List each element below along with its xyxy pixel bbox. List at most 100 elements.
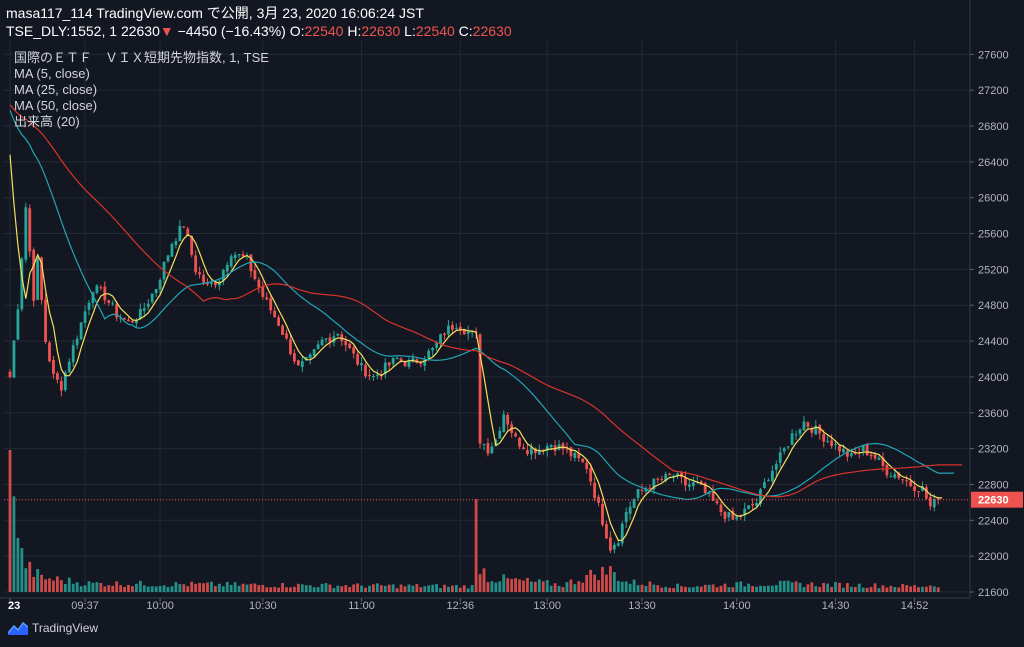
volume-bar	[778, 580, 782, 592]
volume-bar	[893, 587, 897, 592]
volume-bar	[36, 569, 40, 592]
candle	[506, 415, 510, 425]
volume-bar	[656, 585, 660, 592]
candle	[48, 342, 51, 362]
volume-bar	[478, 574, 482, 592]
candle	[364, 364, 367, 377]
volume-bar	[221, 586, 225, 592]
candle	[743, 508, 747, 516]
volume-bar	[672, 588, 675, 592]
volume-bar	[589, 569, 593, 592]
volume-bar	[372, 584, 375, 592]
volume-bar	[510, 578, 514, 592]
candle	[759, 489, 762, 504]
candle	[233, 254, 237, 259]
candle	[206, 283, 209, 285]
volume-bar	[577, 581, 581, 592]
candle	[691, 482, 695, 487]
legend-ma25[interactable]: MA (25, close)	[14, 82, 98, 97]
candle	[229, 256, 233, 267]
price-tick-label: 26800	[978, 121, 1009, 133]
volume-bar	[395, 588, 399, 592]
volume-bar	[56, 576, 59, 592]
candle	[253, 270, 257, 280]
volume-bar	[616, 580, 620, 592]
legend-title[interactable]: 国際のＥＴＦ ＶＩＸ短期先物指数, 1, TSE	[14, 50, 269, 65]
candle	[336, 333, 340, 336]
volume-bar	[537, 579, 541, 592]
indicator-legend: 国際のＥＴＦ ＶＩＸ短期先物指数, 1, TSE MA (5, close) M…	[14, 50, 269, 130]
candle	[277, 317, 280, 326]
candle	[905, 480, 909, 482]
volume-bar	[810, 582, 814, 592]
volume-bar	[32, 576, 36, 592]
legend-ma5[interactable]: MA (5, close)	[14, 66, 90, 81]
candle	[170, 244, 174, 257]
volume-bar	[63, 583, 67, 592]
legend-ma50[interactable]: MA (50, close)	[14, 98, 98, 113]
candle	[561, 443, 565, 450]
volume-bar	[265, 587, 269, 592]
volume-bar	[747, 583, 751, 592]
candle	[731, 511, 735, 520]
ma50-line	[9, 104, 962, 498]
candle	[83, 311, 87, 323]
volume-bar	[399, 584, 403, 592]
volume-bar	[190, 581, 194, 592]
volume-bar	[620, 581, 624, 592]
candle	[443, 333, 446, 336]
volume-bar	[936, 587, 940, 592]
candle	[778, 452, 782, 463]
volume-bar	[680, 586, 683, 592]
candle	[182, 226, 186, 228]
volume-bar	[763, 585, 766, 592]
volume-bar	[668, 587, 672, 592]
candle	[699, 481, 703, 485]
candle	[739, 515, 743, 517]
volume-bar	[470, 584, 474, 592]
time-tick-label: 10:30	[249, 600, 277, 612]
volume-bar	[636, 585, 640, 592]
volume-bar	[293, 586, 296, 592]
volume-bar	[846, 583, 849, 592]
volume-bar	[8, 450, 12, 592]
volume-bar	[107, 585, 111, 592]
volume-bar	[565, 582, 569, 592]
moving-averages	[9, 104, 962, 542]
time-tick-label: 13:30	[628, 600, 656, 612]
candle	[616, 543, 620, 546]
volume-bar	[628, 583, 632, 592]
last-price-value: 22630	[120, 23, 160, 39]
tradingview-logo[interactable]: TradingView	[8, 621, 98, 635]
volume-bar	[40, 574, 43, 592]
volume-bar	[59, 580, 63, 592]
volume-bar	[214, 586, 217, 592]
candle	[822, 434, 826, 442]
candle	[913, 486, 916, 492]
volume-bar	[308, 585, 312, 592]
volume-bar	[727, 587, 731, 592]
volume-bar	[917, 587, 920, 592]
candle	[107, 300, 111, 303]
candle	[391, 357, 395, 364]
candle	[636, 489, 640, 498]
candle	[387, 362, 391, 366]
volume-bar	[217, 583, 221, 592]
candle	[300, 361, 304, 367]
candle	[932, 498, 936, 508]
candle	[486, 443, 490, 454]
candle	[537, 449, 541, 455]
candle	[411, 357, 415, 362]
volume-bar	[751, 586, 754, 592]
volume-bar	[225, 581, 229, 592]
candle	[75, 338, 79, 346]
time-tick-label: 13:00	[533, 600, 561, 612]
legend-volume[interactable]: 出来高 (20)	[14, 114, 80, 129]
candle	[573, 452, 577, 459]
candle	[719, 504, 723, 512]
volume-bar	[253, 583, 257, 592]
candle	[790, 433, 794, 445]
volume-bar	[16, 537, 20, 592]
candle	[237, 254, 241, 256]
